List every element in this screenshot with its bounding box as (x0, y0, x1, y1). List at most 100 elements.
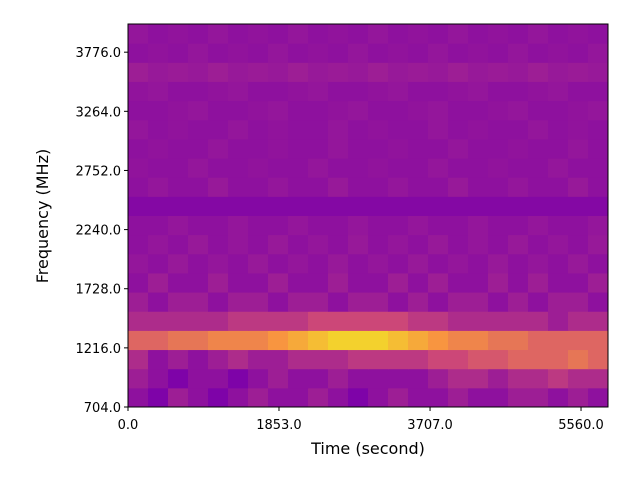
y-tick-label: 3264.0 (76, 105, 122, 120)
heatmap-cell (408, 330, 429, 351)
heatmap-cell (228, 330, 249, 351)
heatmap-cell (508, 119, 529, 140)
heatmap-cell (308, 43, 329, 63)
heatmap-cell (128, 81, 149, 102)
heatmap-cell (288, 272, 309, 293)
heatmap-cell (428, 272, 449, 293)
heatmap-cell (168, 43, 189, 63)
heatmap-cell (428, 138, 449, 159)
heatmap-cell (368, 196, 389, 216)
heatmap-cell (488, 158, 509, 178)
heatmap-cell (448, 43, 469, 63)
heatmap-cell (408, 24, 429, 44)
heatmap-cell (448, 253, 469, 274)
heatmap-cell (248, 387, 269, 408)
heatmap-cell (268, 349, 289, 370)
heatmap-cell (328, 158, 349, 178)
heatmap-cell (188, 292, 209, 312)
heatmap-cell (528, 234, 549, 255)
heatmap-cell (168, 177, 189, 197)
heatmap-cell (168, 368, 189, 389)
heatmap-cell (588, 100, 609, 121)
heatmap-cell (408, 62, 429, 82)
heatmap-cell (428, 100, 449, 121)
heatmap-cell (488, 215, 509, 236)
heatmap-cell (248, 349, 269, 370)
heatmap-cell (148, 62, 169, 82)
heatmap-cell (468, 43, 489, 63)
heatmap-cell (428, 196, 449, 216)
heatmap-cell (268, 196, 289, 216)
heatmap-cell (468, 292, 489, 312)
heatmap-cell (428, 43, 449, 63)
heatmap-cell (348, 234, 369, 255)
heatmap-cell (348, 81, 369, 102)
heatmap-cell (408, 349, 429, 370)
heatmap-cell (268, 62, 289, 82)
heatmap-cell (488, 368, 509, 389)
heatmap-cell (588, 349, 609, 370)
heatmap-cell (308, 100, 329, 121)
heatmap-cell (448, 368, 469, 389)
heatmap-cell (468, 62, 489, 82)
heatmap-cell (188, 234, 209, 255)
heatmap-cell (268, 100, 289, 121)
heatmap-cell (408, 215, 429, 236)
heatmap-cell (228, 292, 249, 312)
heatmap-cell (428, 349, 449, 370)
heatmap-cell (308, 330, 329, 351)
heatmap-cell (388, 387, 409, 408)
heatmap-cell (248, 81, 269, 102)
heatmap-cell (548, 292, 569, 312)
heatmap-cell (168, 24, 189, 44)
plot-frame (127, 23, 609, 408)
heatmap-cell (428, 368, 449, 389)
heatmap-cell (408, 311, 429, 331)
heatmap-cell (328, 215, 349, 236)
heatmap-cell (368, 349, 389, 370)
heatmap-cell (508, 368, 529, 389)
heatmap-cell (388, 177, 409, 197)
heatmap-cell (268, 43, 289, 63)
heatmap-cell (368, 330, 389, 351)
heatmap-cell (248, 215, 269, 236)
heatmap-cell (388, 43, 409, 63)
heatmap-cell (448, 177, 469, 197)
heatmap-cell (528, 196, 549, 216)
heatmap-cell (528, 330, 549, 351)
heatmap-cell (528, 43, 549, 63)
heatmap-cell (228, 43, 249, 63)
heatmap-cell (268, 215, 289, 236)
heatmap-cell (348, 24, 369, 44)
heatmap-cell (428, 292, 449, 312)
heatmap-cell (568, 119, 589, 140)
heatmap-cell (148, 119, 169, 140)
heatmap-cell (288, 196, 309, 216)
heatmap-cell (448, 234, 469, 255)
heatmap-cell (548, 43, 569, 63)
heatmap-cell (208, 292, 229, 312)
heatmap-cell (488, 330, 509, 351)
heatmap-cell (408, 234, 429, 255)
heatmap-cell (428, 330, 449, 351)
y-tick-label: 1728.0 (76, 283, 122, 298)
heatmap-cell (488, 43, 509, 63)
heatmap-cell (588, 387, 609, 408)
heatmap-cell (328, 138, 349, 159)
heatmap-cell (588, 196, 609, 216)
heatmap-cell (148, 177, 169, 197)
heatmap-cell (428, 81, 449, 102)
heatmap-cell (548, 62, 569, 82)
heatmap-cell (528, 292, 549, 312)
heatmap-cell (328, 253, 349, 274)
heatmap-cell (408, 368, 429, 389)
heatmap-cell (268, 311, 289, 331)
heatmap-cell (568, 24, 589, 44)
heatmap-cell (528, 349, 549, 370)
heatmap-cell (528, 311, 549, 331)
heatmap-cell (548, 272, 569, 293)
heatmap-cell (308, 81, 329, 102)
heatmap-cell (448, 138, 469, 159)
heatmap-cell (548, 196, 569, 216)
